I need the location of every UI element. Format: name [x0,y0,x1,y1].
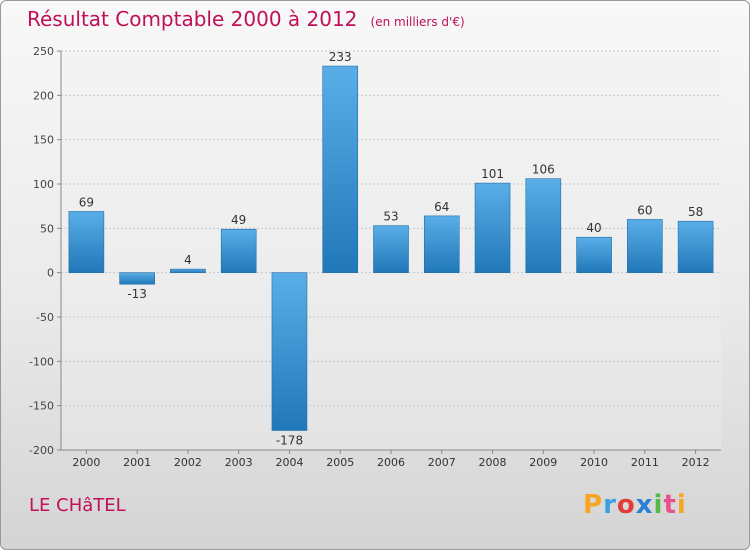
bar [677,220,714,273]
logo-letter: r [603,490,617,520]
chart-title: Résultat Comptable 2000 à 2012 (en milli… [27,7,465,31]
x-tick-label: 2002 [174,456,202,469]
data-label: -178 [276,433,303,447]
logo-letter: i [676,490,687,520]
bar [68,211,105,273]
data-label: 53 [383,210,398,224]
x-tick-label: 2009 [529,456,557,469]
y-tick-label: -150 [29,400,54,413]
x-tick-label: 2007 [428,456,456,469]
y-tick-label: 200 [33,89,54,102]
logo-letter: P [583,490,604,520]
x-tick-label: 2000 [72,456,100,469]
y-tick-label: -200 [29,444,54,457]
bar [474,182,511,273]
proxiti-logo[interactable]: Proxiti [583,490,687,520]
x-tick-label: 2005 [326,456,354,469]
y-tick-label: 250 [33,45,54,58]
x-tick-label: 2012 [682,456,710,469]
bar [170,268,206,273]
x-tick-label: 2010 [580,456,608,469]
data-label: 101 [481,167,504,181]
x-tick-label: 2004 [275,456,303,469]
x-tick-label: 2001 [123,456,151,469]
bar [576,236,612,273]
data-label: 58 [688,205,703,219]
y-tick-label: -50 [36,311,54,324]
logo-letter: t [663,490,677,520]
x-tick-label: 2011 [631,456,659,469]
title-unit: (en milliers d'€) [370,15,465,29]
y-tick-label: 100 [33,178,54,191]
logo-letter: x [635,490,654,520]
y-tick-label: 0 [47,267,54,280]
bar [525,178,562,273]
data-label: 69 [79,195,94,209]
x-tick-label: 2008 [479,456,507,469]
bar [322,65,359,273]
data-label: 49 [231,213,246,227]
x-tick-label: 2006 [377,456,405,469]
bar [271,272,308,431]
bar [119,272,155,285]
data-label: 106 [532,163,555,177]
title-main: Résultat Comptable 2000 à 2012 [27,7,358,31]
commune-name: LE CHâTEL [29,495,126,516]
bar [373,225,409,273]
y-tick-label: 150 [33,134,54,147]
logo-letter: o [616,490,636,520]
data-label: 60 [637,203,652,217]
data-label: 40 [586,221,601,235]
bar [627,219,663,273]
x-tick-label: 2003 [225,456,253,469]
logo-letter: i [653,490,664,520]
bar [220,228,257,273]
data-label: -13 [127,287,147,301]
y-tick-label: -100 [29,355,54,368]
data-label: 64 [434,200,449,214]
data-label: 233 [329,50,352,64]
data-label: 4 [184,253,192,267]
y-tick-label: 50 [40,222,54,235]
bar [423,215,460,273]
